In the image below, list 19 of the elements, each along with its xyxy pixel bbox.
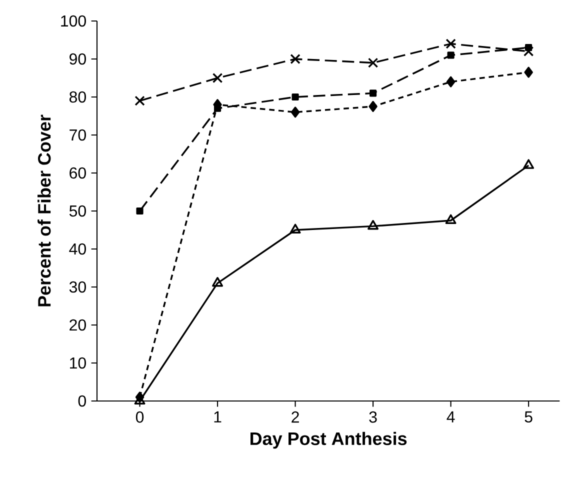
x-axis-title: Day Post Anthesis — [250, 432, 407, 449]
y-tick-label: 100 — [61, 15, 86, 27]
y-tick-label: 40 — [69, 243, 86, 255]
x-tick-label: 3 — [369, 411, 377, 423]
y-tick-label: 80 — [69, 91, 86, 103]
y-tick-label: 20 — [70, 319, 86, 331]
y-tick-label: 60 — [70, 167, 86, 179]
x-tick-label: 0 — [136, 411, 144, 423]
x-tick-label: 2 — [292, 411, 299, 423]
y-tick-label: 90 — [70, 53, 86, 65]
x-tick-label: 4 — [446, 411, 455, 422]
y-tick-label: 0 — [78, 395, 86, 407]
y-axis-title: Percent of Fiber Cover — [38, 114, 51, 306]
y-tick-label: 50 — [69, 205, 86, 217]
y-tick-label: 70 — [70, 129, 86, 141]
x-tick-label: 1 — [214, 411, 222, 422]
y-tick-label: 30 — [69, 281, 86, 293]
x-tick-label: 5 — [524, 411, 532, 423]
y-tick-label: 10 — [70, 357, 86, 369]
